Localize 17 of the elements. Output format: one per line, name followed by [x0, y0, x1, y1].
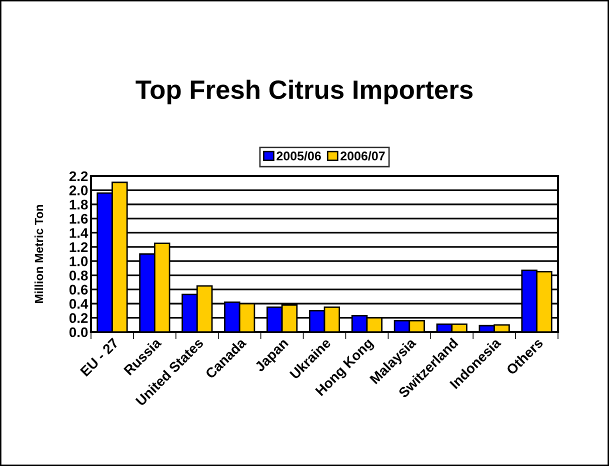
y-tick-label: 0.4	[69, 298, 88, 309]
legend-label: 2006/07	[340, 151, 385, 161]
y-tick-label: 1.8	[70, 200, 88, 210]
y-tick-label: 0.6	[69, 284, 88, 295]
y-tick-label: 0.8	[69, 270, 88, 280]
y-tick-label: 2.2	[69, 171, 88, 182]
y-tick-label: 0.2	[69, 313, 88, 323]
x-tick-label: EU - 27	[80, 338, 120, 377]
legend-label: 2005/06	[276, 151, 321, 161]
y-axis-title: Million Metric Ton	[34, 204, 44, 303]
y-tick-label: 1.6	[70, 214, 88, 224]
y-tick-label: 1.4	[70, 228, 88, 238]
y-tick-label: 0.0	[69, 327, 88, 338]
y-tick-label: 2.0	[69, 186, 88, 196]
y-tick-label: 1.0	[70, 256, 88, 266]
y-tick-label: 1.2	[70, 242, 88, 252]
chart-title: Top Fresh Citrus Importers	[136, 80, 473, 104]
